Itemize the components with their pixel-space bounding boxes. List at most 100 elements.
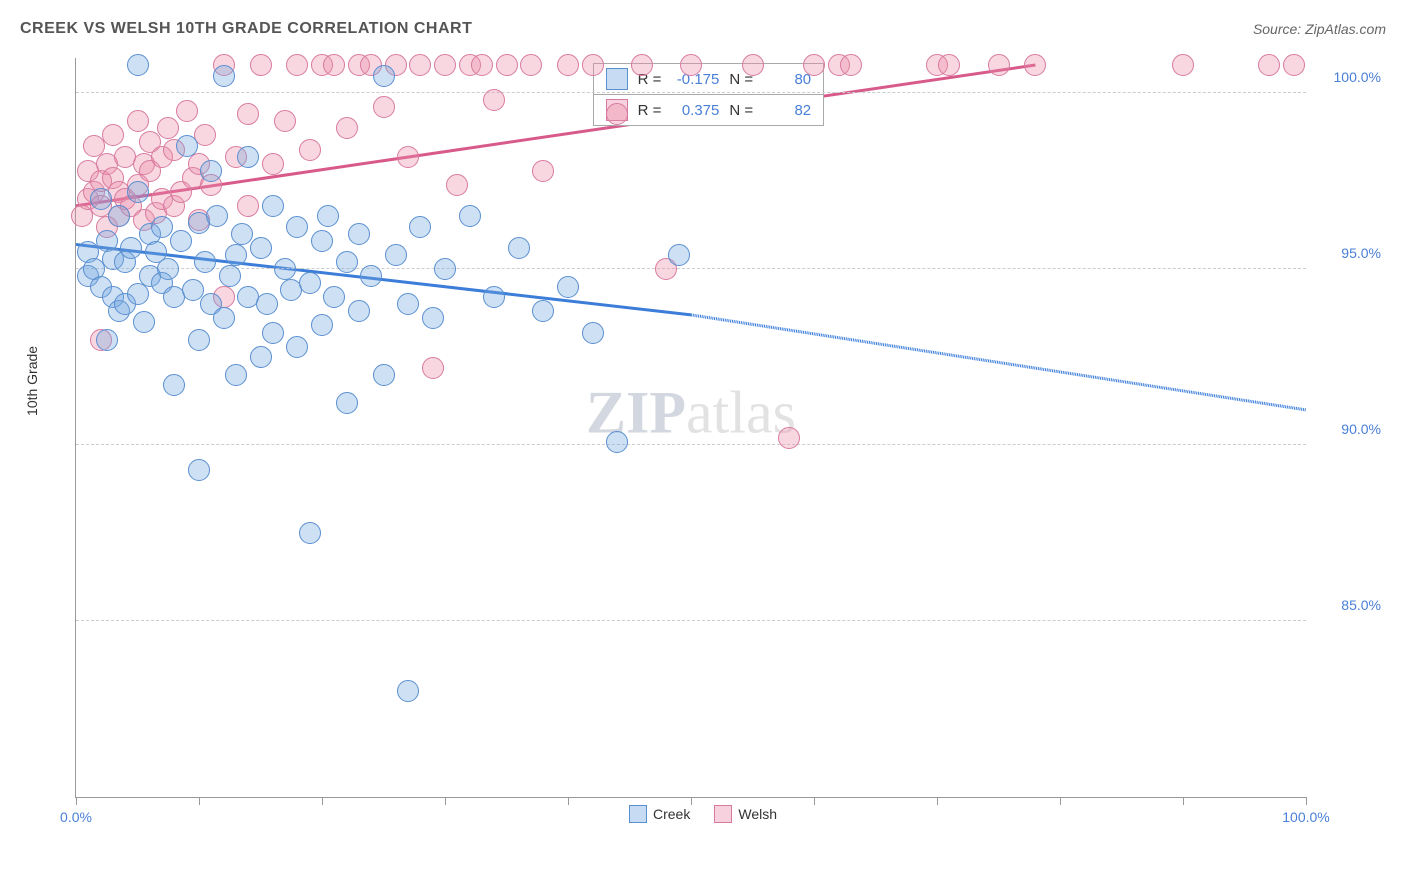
welsh-point: [1172, 54, 1194, 76]
creek-point: [108, 205, 130, 227]
welsh-point: [1258, 54, 1280, 76]
welsh-point: [840, 54, 862, 76]
creek-point: [250, 346, 272, 368]
creek-point: [385, 244, 407, 266]
welsh-point: [299, 139, 321, 161]
creek-point: [360, 265, 382, 287]
creek-point: [188, 459, 210, 481]
creek-point: [176, 135, 198, 157]
stats-row-welsh: R = 0.375 N = 82: [594, 95, 824, 125]
x-tick-label: 0.0%: [60, 809, 92, 825]
creek-point: [157, 258, 179, 280]
creek-point: [274, 258, 296, 280]
welsh-point: [938, 54, 960, 76]
series-legend: Creek Welsh: [629, 805, 777, 823]
creek-point: [373, 364, 395, 386]
creek-point: [127, 181, 149, 203]
creek-point: [557, 276, 579, 298]
x-tick: [199, 797, 200, 805]
r-label: R =: [638, 102, 662, 119]
creek-point: [336, 392, 358, 414]
welsh-point: [336, 117, 358, 139]
creek-point: [397, 293, 419, 315]
welsh-point: [557, 54, 579, 76]
x-tick: [445, 797, 446, 805]
creek-point: [213, 307, 235, 329]
source-attribution: Source: ZipAtlas.com: [1253, 21, 1386, 37]
welsh-point: [373, 96, 395, 118]
x-tick: [937, 797, 938, 805]
creek-point: [200, 160, 222, 182]
gridline: [76, 92, 1306, 93]
legend-item-creek: Creek: [629, 805, 690, 823]
gridline: [76, 620, 1306, 621]
n-label: N =: [729, 102, 753, 119]
creek-point: [336, 251, 358, 273]
welsh-point: [409, 54, 431, 76]
welsh-point: [446, 174, 468, 196]
welsh-point: [176, 100, 198, 122]
welsh-point: [778, 427, 800, 449]
creek-point: [219, 265, 241, 287]
x-tick: [691, 797, 692, 805]
creek-point: [508, 237, 530, 259]
y-tick-label: 90.0%: [1341, 421, 1381, 437]
welsh-point: [520, 54, 542, 76]
welsh-point: [102, 124, 124, 146]
creek-point: [668, 244, 690, 266]
x-tick: [1183, 797, 1184, 805]
creek-point: [170, 230, 192, 252]
welsh-point: [483, 89, 505, 111]
creek-point: [299, 522, 321, 544]
creek-point: [299, 272, 321, 294]
creek-label: Creek: [653, 806, 690, 822]
creek-n-value: 80: [763, 71, 811, 88]
creek-point: [422, 307, 444, 329]
creek-point: [582, 322, 604, 344]
welsh-point: [988, 54, 1010, 76]
x-tick: [814, 797, 815, 805]
x-tick: [322, 797, 323, 805]
creek-point: [231, 223, 253, 245]
creek-point: [397, 680, 419, 702]
welsh-point: [237, 103, 259, 125]
creek-point: [151, 216, 173, 238]
creek-point: [206, 205, 228, 227]
welsh-point: [471, 54, 493, 76]
creek-point: [262, 195, 284, 217]
welsh-n-value: 82: [763, 102, 811, 119]
welsh-point: [397, 146, 419, 168]
welsh-point: [680, 54, 702, 76]
welsh-point: [1283, 54, 1305, 76]
welsh-point: [532, 160, 554, 182]
creek-point: [194, 251, 216, 273]
creek-point: [532, 300, 554, 322]
x-tick: [1306, 797, 1307, 805]
creek-point: [96, 329, 118, 351]
creek-point: [250, 237, 272, 259]
creek-point: [133, 311, 155, 333]
creek-point: [225, 244, 247, 266]
gridline: [76, 268, 1306, 269]
creek-point: [311, 314, 333, 336]
creek-point: [323, 286, 345, 308]
creek-point: [483, 286, 505, 308]
x-tick: [568, 797, 569, 805]
creek-point: [311, 230, 333, 252]
welsh-point: [274, 110, 296, 132]
welsh-swatch-icon: [714, 805, 732, 823]
creek-point: [127, 54, 149, 76]
welsh-point: [286, 54, 308, 76]
welsh-point: [262, 153, 284, 175]
creek-swatch: [606, 68, 628, 90]
y-tick-label: 100.0%: [1334, 69, 1381, 85]
welsh-point: [237, 195, 259, 217]
creek-point: [286, 216, 308, 238]
x-tick: [76, 797, 77, 805]
creek-point: [317, 205, 339, 227]
legend-item-welsh: Welsh: [714, 805, 777, 823]
welsh-point: [742, 54, 764, 76]
creek-point: [237, 146, 259, 168]
welsh-point: [496, 54, 518, 76]
creek-point: [120, 237, 142, 259]
